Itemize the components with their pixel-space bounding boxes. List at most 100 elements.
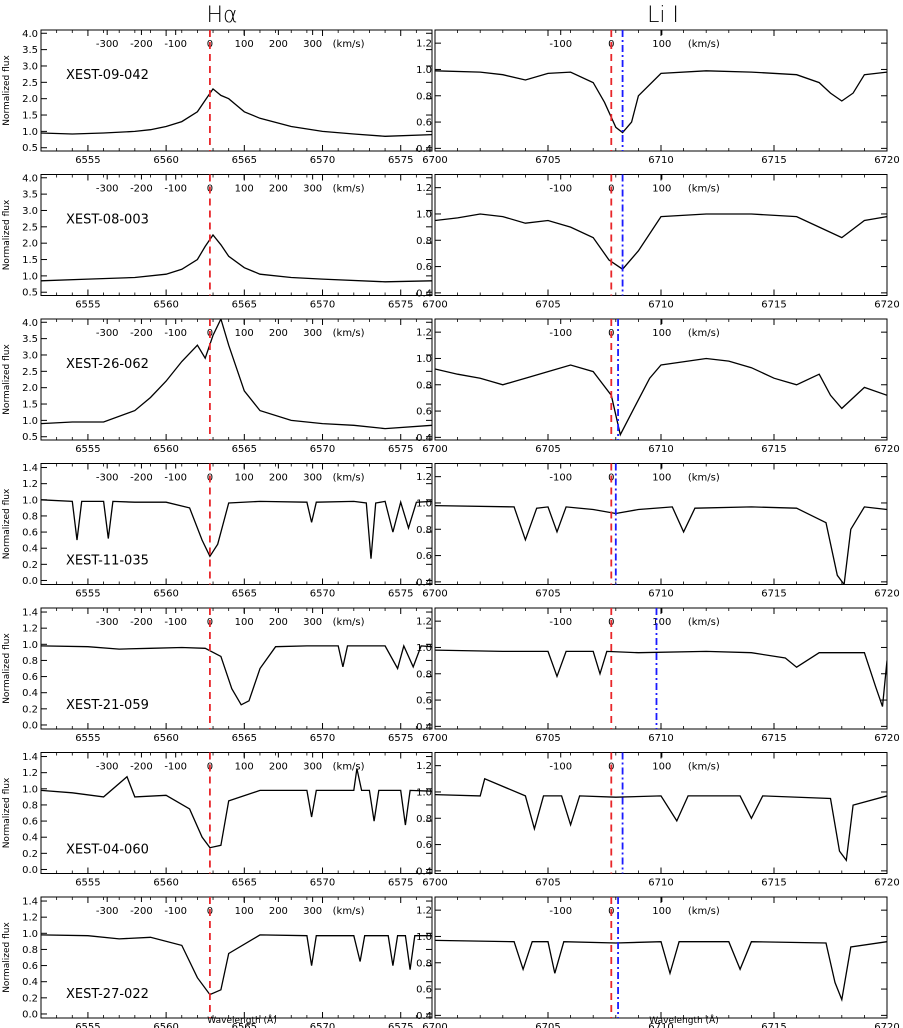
x-tick-label: 6700 <box>422 300 447 311</box>
velocity-tick-label: -300 <box>96 762 119 773</box>
velocity-tick-label: -100 <box>549 617 572 628</box>
x-tick-label: 6565 <box>232 589 257 600</box>
x-tick-label: 6570 <box>310 444 335 455</box>
velocity-tick-label: 200 <box>269 39 288 50</box>
spectrum-line <box>41 319 432 430</box>
y-tick-label: 0.4 <box>416 433 432 444</box>
y-tick-label: 2.0 <box>22 94 38 105</box>
y-tick-label: 3.0 <box>22 350 38 361</box>
y-tick-label: 3.0 <box>22 206 38 217</box>
x-tick-label: 6710 <box>648 444 673 455</box>
velocity-unit-label: (km/s) <box>688 184 720 195</box>
y-tick-label: 0.2 <box>22 993 38 1004</box>
velocity-tick-label: -100 <box>549 473 572 484</box>
x-tick-label: 6570 <box>310 733 335 744</box>
y-tick-label: 0.4 <box>22 977 38 988</box>
y-tick-label: 0.4 <box>416 144 432 155</box>
y-tick-label: 0.8 <box>416 958 432 969</box>
panel-li-XEST-27-022: 670067056710671567200.40.60.81.01.2-1000… <box>416 896 900 1028</box>
x-tick-label: 6560 <box>153 1022 178 1028</box>
x-tick-label: 6555 <box>75 444 100 455</box>
plot-frame <box>40 752 433 874</box>
x-tick-label: 6705 <box>535 878 560 889</box>
velocity-tick-label: 200 <box>269 617 288 628</box>
spectrum-line <box>435 649 887 707</box>
x-tick-label: 6565 <box>232 300 257 311</box>
y-tick-label: 2.5 <box>22 222 38 233</box>
panel-li-XEST-08-003: 670067056710671567200.40.60.81.01.2-1000… <box>416 174 900 311</box>
y-tick-label: 0.6 <box>416 551 432 562</box>
velocity-tick-label: -200 <box>130 617 153 628</box>
x-tick-label: 6720 <box>874 444 899 455</box>
velocity-tick-label: -100 <box>164 617 187 628</box>
y-tick-label: 1.0 <box>416 498 432 509</box>
y-tick-label: 0.8 <box>416 814 432 825</box>
velocity-unit-label: (km/s) <box>333 617 365 628</box>
spectrum-line <box>41 499 432 559</box>
x-tick-label: 6720 <box>874 155 899 166</box>
y-tick-label: 0.8 <box>22 945 38 956</box>
y-tick-label: 2.0 <box>22 383 38 394</box>
velocity-tick-label: -100 <box>549 328 572 339</box>
star-label: XEST-26-062 <box>66 357 149 372</box>
x-tick-label: 6555 <box>75 1022 100 1028</box>
x-tick-label: 6565 <box>232 1022 257 1028</box>
y-tick-label: 1.0 <box>416 787 432 798</box>
x-tick-label: 6575 <box>388 733 413 744</box>
x-tick-label: 6715 <box>761 300 786 311</box>
x-tick-label: 6720 <box>874 1022 899 1028</box>
y-tick-label: 0.8 <box>416 380 432 391</box>
x-tick-label: 6705 <box>535 1022 560 1028</box>
y-tick-label: 1.2 <box>416 183 432 194</box>
y-tick-label: 0.8 <box>416 91 432 102</box>
y-tick-label: 0.6 <box>416 262 432 273</box>
velocity-tick-label: 300 <box>303 328 322 339</box>
plot-frame <box>40 896 433 1019</box>
plot-frame <box>40 607 433 730</box>
velocity-tick-label: 300 <box>303 473 322 484</box>
velocity-unit-label: (km/s) <box>688 762 720 773</box>
velocity-tick-label: 100 <box>235 906 254 917</box>
x-tick-label: 6575 <box>388 444 413 455</box>
x-tick-label: 6570 <box>310 589 335 600</box>
y-tick-label: 3.5 <box>22 45 38 56</box>
y-tick-label: 0.4 <box>22 833 38 844</box>
velocity-tick-label: -100 <box>164 184 187 195</box>
velocity-tick-label: 100 <box>652 906 671 917</box>
velocity-tick-label: -100 <box>164 473 187 484</box>
x-tick-label: 6565 <box>232 444 257 455</box>
y-tick-label: 0.6 <box>416 985 432 996</box>
x-tick-label: 6570 <box>310 878 335 889</box>
x-tick-label: 6570 <box>310 1022 335 1028</box>
velocity-tick-label: -100 <box>164 906 187 917</box>
velocity-tick-label: 100 <box>235 39 254 50</box>
panel-li-XEST-04-060: 670067056710671567200.40.60.81.01.2-1000… <box>416 752 900 889</box>
y-tick-label: 1.0 <box>22 929 38 940</box>
y-tick-label: 0.6 <box>22 961 38 972</box>
spectrum-line <box>435 939 887 1002</box>
x-tick-label: 6715 <box>761 733 786 744</box>
velocity-unit-label: (km/s) <box>333 762 365 773</box>
y-tick-label: 2.5 <box>22 367 38 378</box>
x-tick-label: 6720 <box>874 300 899 311</box>
y-tick-label: 0.8 <box>22 511 38 522</box>
panel-li-XEST-21-059: 670067056710671567200.40.60.81.01.2-1000… <box>416 607 900 744</box>
x-tick-label: 6555 <box>75 300 100 311</box>
y-tick-label: 1.2 <box>22 624 38 635</box>
x-tick-label: 6565 <box>232 733 257 744</box>
velocity-tick-label: 200 <box>269 328 288 339</box>
y-tick-label: 1.5 <box>22 111 38 122</box>
x-tick-label: 6700 <box>422 155 447 166</box>
y-tick-label: 1.4 <box>22 608 38 619</box>
x-tick-label: 6710 <box>648 155 673 166</box>
y-tick-label: 0.2 <box>22 704 38 715</box>
x-tick-label: 6575 <box>388 300 413 311</box>
y-axis-title: Normalized flux <box>2 199 12 270</box>
x-tick-label: 6555 <box>75 733 100 744</box>
y-axis-title: Normalized flux <box>2 55 12 126</box>
velocity-tick-label: 100 <box>652 617 671 628</box>
y-tick-label: 0.8 <box>22 656 38 667</box>
x-tick-label: 6715 <box>761 1022 786 1028</box>
y-tick-label: 0.6 <box>22 528 38 539</box>
